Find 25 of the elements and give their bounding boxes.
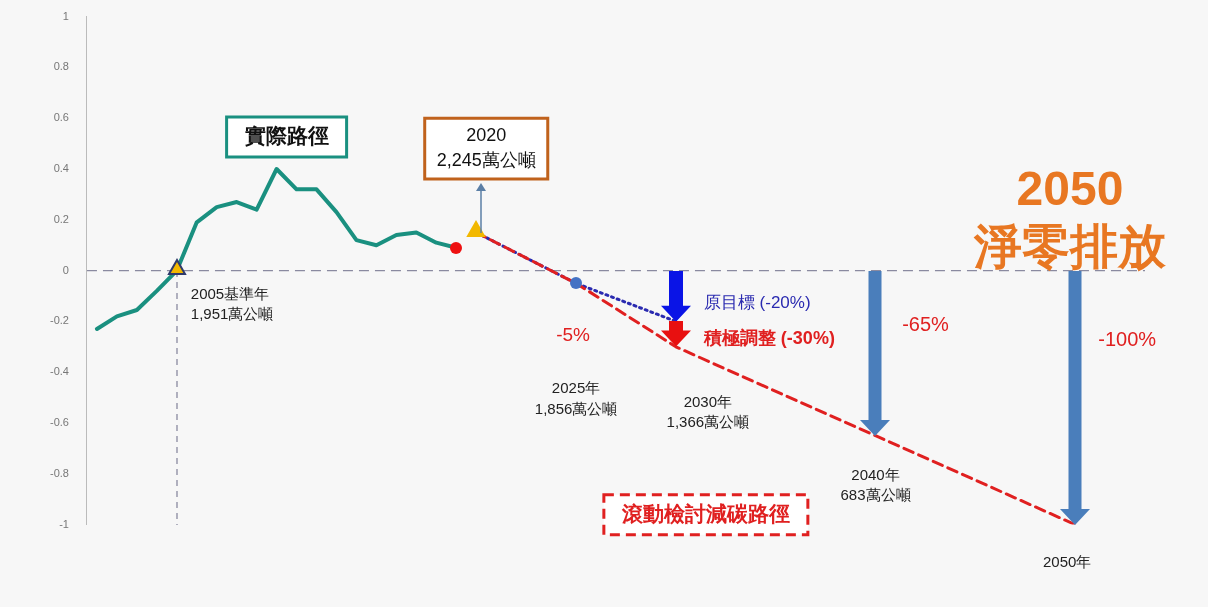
y-tick-label: 0.4	[53, 162, 69, 175]
y-tick-label: 0.2	[53, 212, 69, 225]
annotation: 2040年 683萬公噸	[840, 465, 911, 504]
text: 滾動檢討減碳路徑	[620, 501, 790, 525]
y-tick-label: -0.6	[49, 416, 69, 429]
annotation: 2020 2,245萬公噸	[436, 125, 536, 170]
annotation: 積極調整 (-30%)	[702, 327, 835, 348]
annotation: 2005基準年 1,951萬公噸	[190, 284, 274, 322]
annotation: 2030年 1,366萬公噸	[666, 392, 750, 431]
y-tick-label: -0.4	[49, 365, 69, 378]
text: 2050年	[1042, 552, 1092, 570]
y-tick-label: 0	[62, 263, 69, 276]
y-tick-label: -0.8	[49, 466, 69, 479]
y-tick-label: -0.2	[49, 314, 69, 327]
y-tick-label: 0.8	[53, 60, 69, 73]
annotation: -65%	[902, 313, 950, 336]
y-tick-label: -1	[59, 517, 69, 530]
series-label: 實際路徑	[244, 123, 329, 147]
y-tick-label: 1	[62, 9, 69, 22]
annotation: -100%	[1098, 328, 1157, 351]
annotation: 2025年 1,856萬公噸	[534, 379, 618, 417]
annotation: 原目標 (-20%)	[703, 293, 811, 313]
text: 2050 淨零排放	[974, 161, 1166, 275]
annotation: -5%	[556, 323, 591, 345]
y-tick-label: 0.6	[53, 111, 69, 124]
